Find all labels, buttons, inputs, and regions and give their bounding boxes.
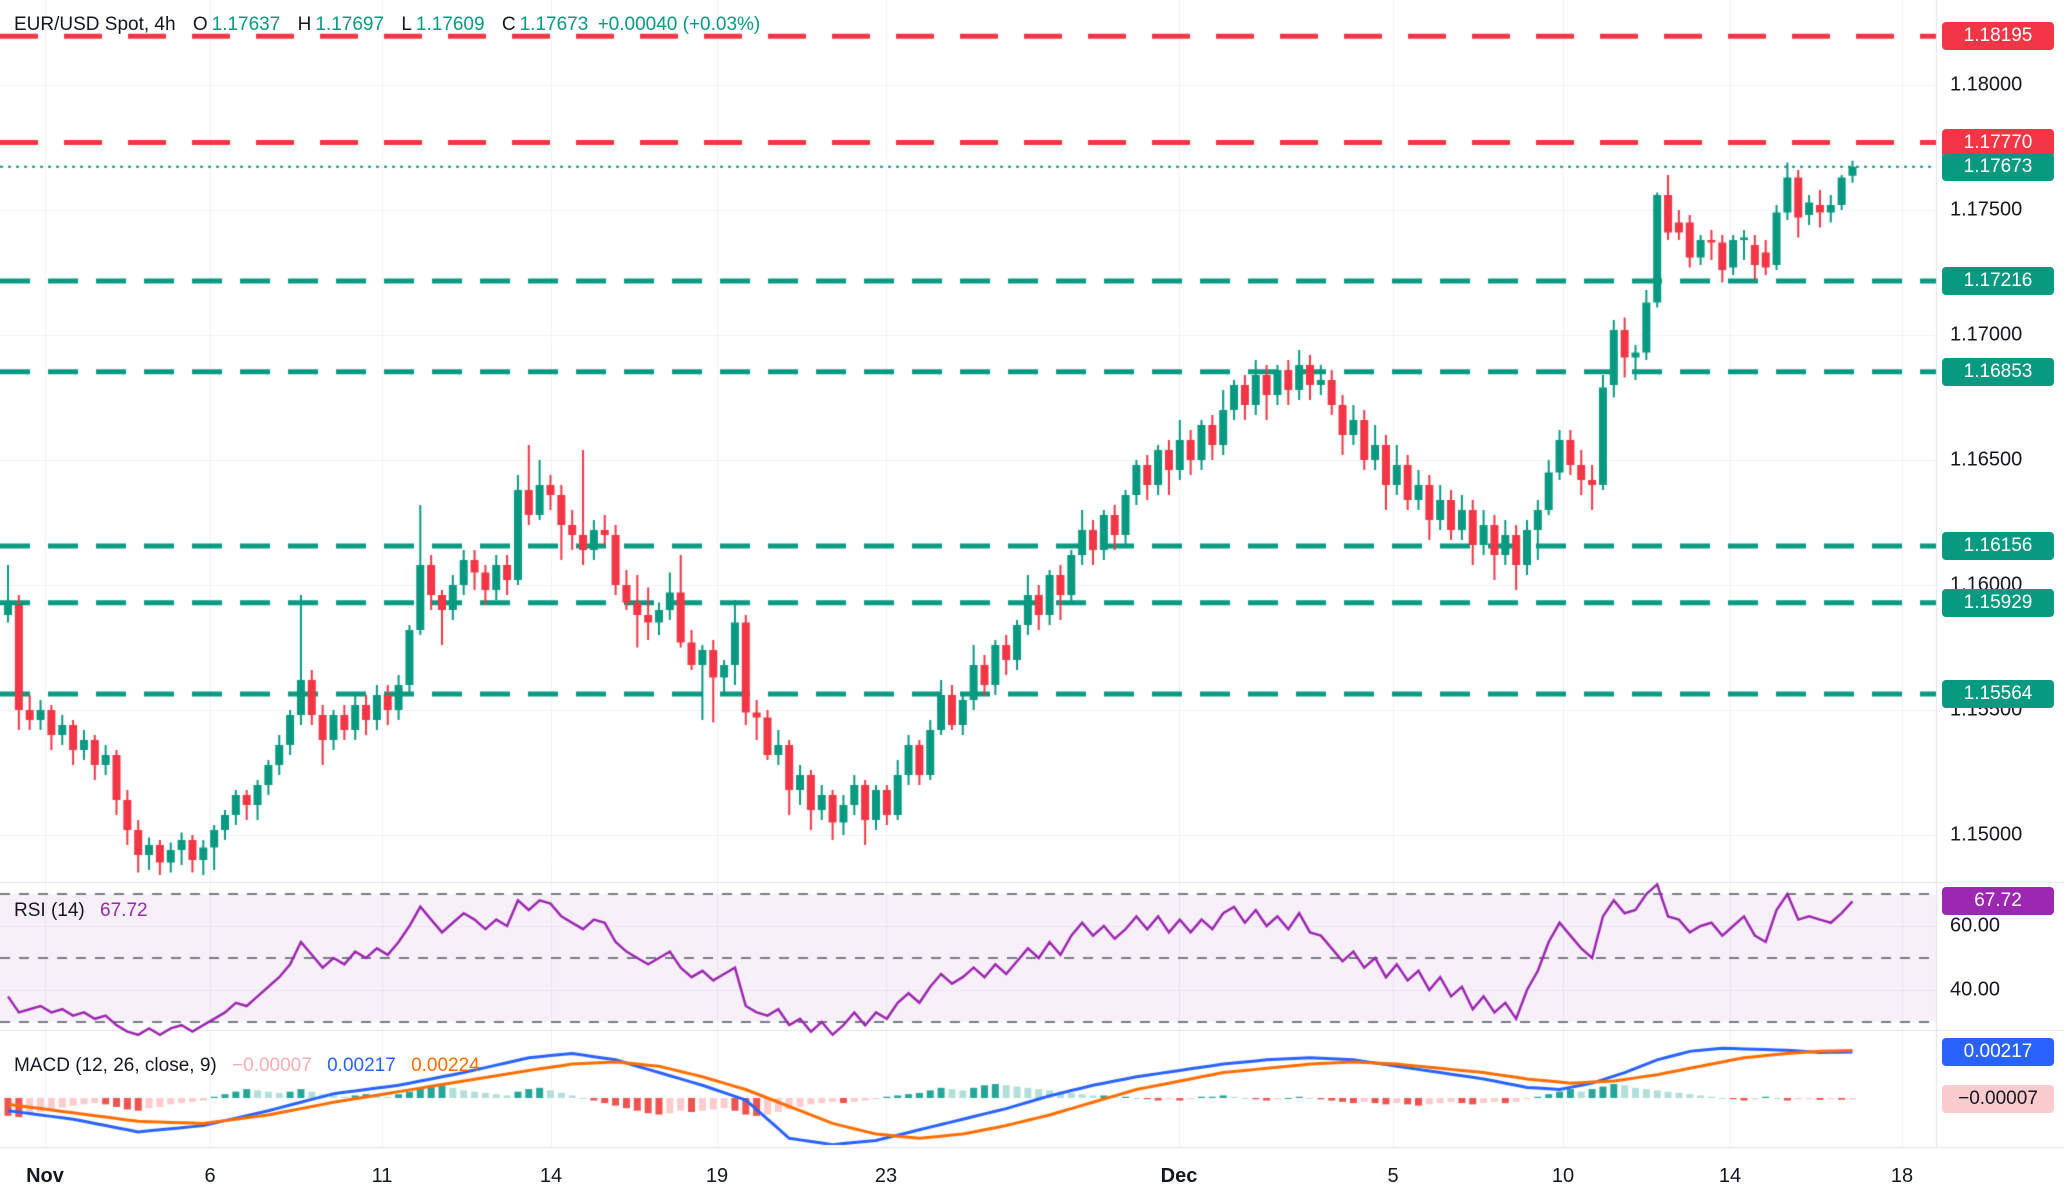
rsi-tick-label: 60.00 [1950, 914, 2001, 937]
price-level-badge: 1.15564 [1942, 680, 2054, 708]
time-axis-label: 11 [371, 1165, 393, 1187]
time-axis-label: Dec [1160, 1165, 1198, 1187]
time-axis-label: 14 [539, 1165, 563, 1187]
time-axis-label: 6 [204, 1165, 216, 1187]
price-tick-label: 1.17000 [1950, 323, 2023, 346]
price-level-badge: 1.17673 [1942, 152, 2054, 181]
time-axis-label: 14 [1718, 1165, 1742, 1187]
price-tick-label: 1.18000 [1950, 73, 2023, 96]
time-axis-label: 18 [1890, 1165, 1914, 1187]
price-level-badge: 1.16853 [1942, 357, 2054, 386]
price-level-badge: 1.16156 [1942, 532, 2054, 560]
time-axis-label: 23 [874, 1165, 898, 1187]
price-tick-label: 1.17500 [1950, 198, 2023, 221]
rsi-tick-label: 40.00 [1950, 978, 2001, 1001]
price-level-badge: 1.17770 [1942, 128, 2054, 157]
time-axis-label: 19 [705, 1165, 729, 1187]
price-level-badge: 1.15929 [1942, 588, 2054, 617]
price-tick-label: 1.16500 [1950, 448, 2023, 471]
price-tick-label: 1.15000 [1950, 823, 2023, 846]
price-level-badge: 1.17216 [1942, 267, 2054, 295]
time-axis-label: 10 [1551, 1165, 1575, 1187]
time-axis-label: 5 [1387, 1165, 1399, 1187]
macd-value-badge: 0.00217 [1942, 1037, 2054, 1066]
time-axis-label: Nov [26, 1165, 64, 1187]
macd-value-badge: −0.00007 [1942, 1085, 2054, 1114]
price-level-badge: 1.18195 [1942, 22, 2054, 51]
rsi-value-badge: 67.72 [1942, 887, 2054, 916]
